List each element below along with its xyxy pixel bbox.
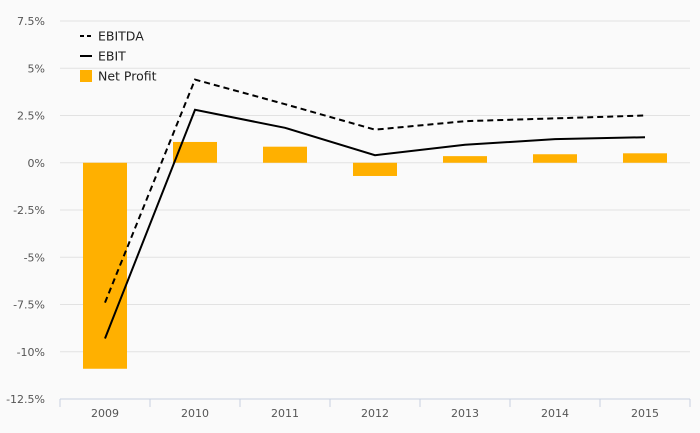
y-tick-label: -10% — [17, 346, 45, 359]
net-profit-bar — [533, 154, 577, 163]
y-tick-label: 2.5% — [17, 110, 45, 123]
legend: EBITDA EBIT Net Profit — [80, 29, 157, 84]
x-tick-label: 2014 — [541, 407, 569, 420]
y-tick-label: -7.5% — [13, 299, 45, 312]
y-tick-label: -12.5% — [6, 393, 45, 406]
net-profit-bar — [173, 141, 217, 163]
y-tick-label: 0% — [28, 157, 45, 170]
net-profit-bar — [443, 156, 487, 163]
x-tick-label: 2011 — [271, 407, 299, 420]
x-tick-label: 2015 — [631, 407, 659, 420]
x-axis: 2009 2010 2011 2012 2013 2014 2015 — [59, 398, 691, 420]
ebit-line — [104, 108, 646, 339]
ebitda-line — [104, 78, 646, 303]
y-axis: 7.5% 5% 2.5% 0% -2.5% -5% -7.5% -10% -12.5% — [6, 15, 45, 406]
y-tick-label: 5% — [28, 62, 45, 75]
x-tick-label: 2012 — [361, 407, 389, 420]
legend-label-ebit: EBIT — [98, 49, 126, 64]
net-profit-bar — [263, 146, 307, 163]
net-profit-bars — [83, 141, 667, 369]
net-profit-bar — [83, 162, 127, 369]
legend-label-ebitda: EBITDA — [98, 29, 144, 44]
x-tick-label: 2013 — [451, 407, 479, 420]
y-tick-label: -5% — [24, 251, 45, 264]
y-tick-label: -2.5% — [13, 204, 45, 217]
series-lines — [104, 78, 646, 339]
legend-label-net-profit: Net Profit — [98, 69, 157, 84]
legend-symbol-net-profit — [80, 70, 92, 82]
net-profit-bar — [623, 153, 667, 163]
x-tick-label: 2009 — [91, 407, 119, 420]
y-tick-label: 7.5% — [17, 15, 45, 28]
net-profit-bar — [353, 162, 397, 176]
x-tick-label: 2010 — [181, 407, 209, 420]
